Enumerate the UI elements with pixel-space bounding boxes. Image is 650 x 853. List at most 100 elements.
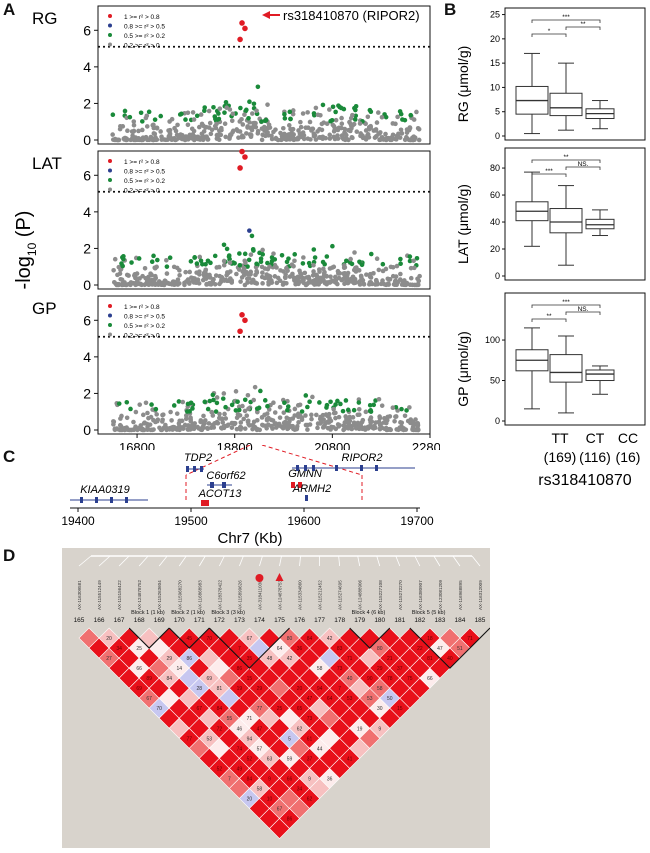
snp-point	[394, 263, 400, 269]
snp-point	[159, 134, 164, 140]
snp-point	[275, 137, 281, 143]
ld-snp-label: AX-128378422	[217, 579, 222, 610]
snp-point	[235, 128, 241, 134]
snp-point	[263, 133, 268, 139]
ld-snp-index: 166	[94, 617, 105, 624]
snp-point	[404, 408, 409, 413]
snp-point	[217, 273, 223, 279]
snp-point	[290, 108, 296, 113]
snp-point	[277, 278, 283, 283]
snp-point	[368, 109, 374, 115]
snp-point	[255, 84, 261, 90]
svg-text:27: 27	[106, 656, 112, 662]
snp-point	[327, 136, 333, 141]
snp-point	[323, 412, 329, 417]
snp-point	[318, 279, 324, 285]
snp-point	[242, 251, 248, 257]
snp-point	[183, 413, 189, 418]
snp-point	[380, 278, 385, 283]
snp-point	[185, 277, 191, 282]
gene-armh2: ARMH2	[292, 483, 332, 501]
snp-point	[160, 412, 166, 417]
ld-snp-index: 172	[214, 617, 225, 624]
snp-point	[224, 278, 230, 284]
snp-point	[299, 417, 305, 423]
snp-point	[232, 421, 237, 427]
snp-point	[222, 411, 227, 417]
svg-text:ARMH2: ARMH2	[292, 483, 332, 495]
snp-point	[330, 104, 336, 110]
snp-point	[234, 271, 239, 277]
ld-block-1: Block 1 (1 kb)	[128, 610, 170, 649]
snp-point	[265, 260, 270, 266]
snp-point	[207, 398, 213, 404]
snp-point	[279, 134, 285, 139]
snp-point	[216, 116, 222, 122]
snp-point	[335, 133, 340, 138]
snp-point	[285, 407, 290, 413]
snp-point	[111, 419, 116, 424]
snp-point	[393, 278, 398, 283]
svg-text:22: 22	[417, 646, 423, 652]
snp-point	[260, 247, 265, 253]
snp-point	[201, 129, 207, 134]
snp-point	[286, 132, 292, 137]
boxplot-ytick: 0	[495, 271, 500, 281]
snp-point	[169, 116, 175, 122]
snp-point	[237, 262, 243, 268]
snp-point	[198, 258, 204, 264]
snp-point	[368, 280, 374, 285]
snp-point	[408, 137, 414, 143]
snp-point	[316, 267, 322, 272]
snp-point	[259, 414, 265, 420]
svg-text:***: ***	[562, 299, 570, 306]
snp-point	[254, 406, 260, 411]
svg-text:7: 7	[228, 776, 231, 782]
snp-point	[143, 134, 149, 140]
snp-point	[148, 281, 153, 287]
snp-point	[307, 263, 313, 269]
snp-point	[313, 105, 319, 111]
svg-text:58: 58	[257, 786, 263, 792]
snp-point	[154, 412, 159, 417]
snp-point	[365, 114, 371, 120]
svg-text:61: 61	[307, 736, 313, 742]
significance-bracket: ***	[531, 168, 567, 177]
svg-text:65: 65	[297, 706, 303, 712]
svg-text:73: 73	[307, 716, 313, 722]
snp-point	[182, 282, 187, 288]
snp-point	[322, 269, 327, 275]
svg-text:84: 84	[307, 636, 313, 642]
significance-bracket: **	[531, 154, 601, 163]
snp-point	[410, 426, 415, 432]
snp-point	[214, 132, 220, 138]
snp-point	[253, 272, 258, 278]
snp-point	[310, 394, 315, 400]
manhattan-ytick: 4	[83, 204, 91, 220]
top-snp-point	[242, 25, 248, 32]
snp-point	[218, 425, 224, 431]
snp-point	[303, 125, 309, 131]
snp-point	[214, 400, 220, 406]
svg-text:83: 83	[337, 646, 343, 652]
snp-point	[364, 272, 369, 277]
snp-point	[376, 267, 382, 273]
snp-point	[398, 256, 403, 262]
snp-point	[246, 421, 251, 427]
svg-text:86: 86	[186, 656, 192, 662]
snp-point	[221, 262, 227, 268]
snp-point	[236, 404, 242, 410]
svg-text:0.2 >= r² > 0: 0.2 >= r² > 0	[124, 333, 160, 340]
snp-point	[229, 280, 235, 285]
snp-point	[367, 402, 373, 408]
snp-point	[339, 115, 344, 121]
snp-point	[263, 129, 269, 134]
ld-block-2: Block 2 (1 kb)	[168, 610, 210, 649]
snp-point	[247, 120, 252, 125]
svg-text:80: 80	[287, 636, 293, 642]
snp-point	[339, 121, 345, 127]
snp-point	[298, 270, 303, 276]
svg-text:***: ***	[562, 14, 570, 21]
snp-point	[242, 397, 248, 403]
